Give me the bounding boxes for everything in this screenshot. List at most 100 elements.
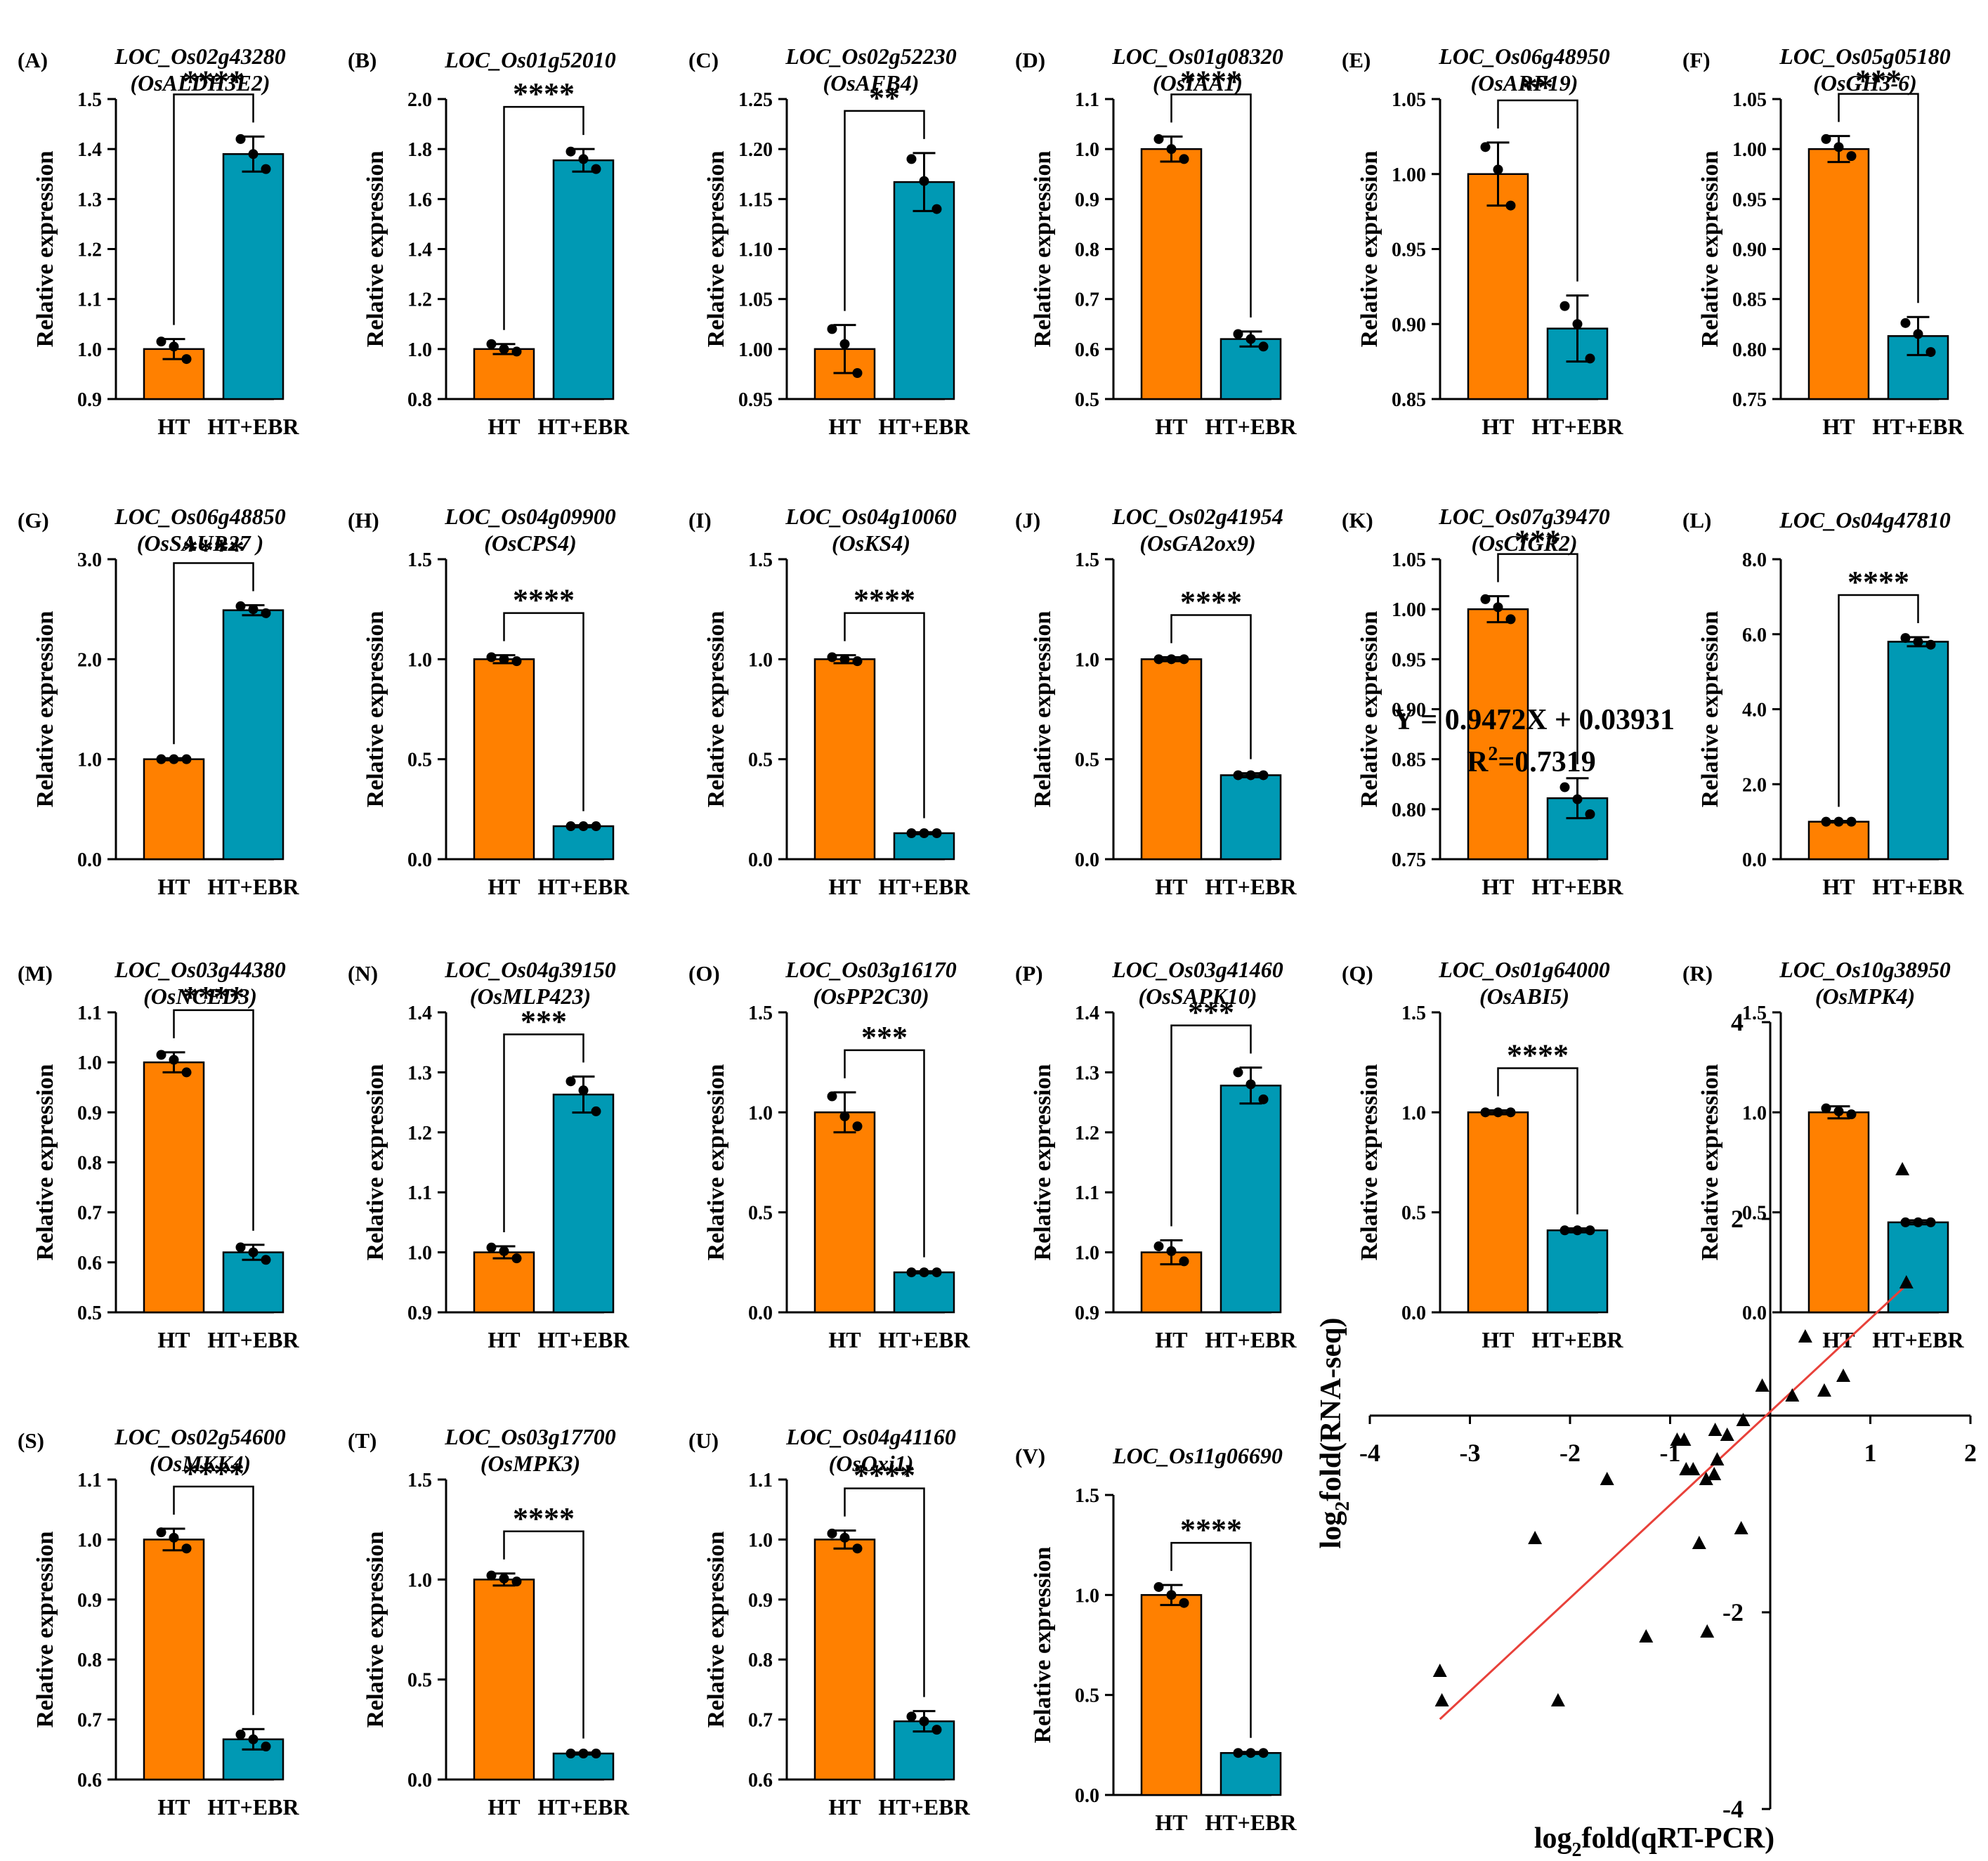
replicate-point <box>839 654 850 665</box>
r2-suffix: =0.7319 <box>1498 746 1595 778</box>
category-label: HT <box>157 1327 190 1352</box>
replicate-point <box>499 654 509 665</box>
category-label: HT <box>488 1794 520 1820</box>
replicate-point <box>511 1253 522 1264</box>
replicate-point <box>1166 1590 1177 1600</box>
category-label: HT <box>1155 1810 1187 1835</box>
bar-ht-ebr <box>552 159 615 400</box>
y-tick-label: 1.0 <box>1075 649 1099 671</box>
data-point-triangle <box>1550 1693 1565 1706</box>
panel-o: (O) LOC_Os03g16170(OsPP2C30) Relative expr… <box>688 957 971 1352</box>
data-point-triangle <box>1677 1432 1692 1446</box>
significance-bracket <box>173 562 254 745</box>
panel-p: (P) LOC_Os03g41460(OsSAPK10) Relative expr… <box>1015 957 1297 1352</box>
replicate-point <box>931 1267 942 1278</box>
gene-id: LOC_Os01g08320 <box>1111 44 1283 69</box>
bar-ht <box>813 658 876 861</box>
y-tick-label: 0.0 <box>407 1770 432 1791</box>
y-tick-label: 0.7 <box>77 1203 102 1225</box>
replicate-point <box>235 133 246 144</box>
replicate-point <box>1559 782 1570 792</box>
x-label-prefix: log <box>1534 1822 1572 1855</box>
significance-stars: ** <box>869 81 900 115</box>
replicate-point <box>181 1543 192 1554</box>
y-tick-label: 0.0 <box>1075 1785 1099 1807</box>
y-tick-label: 1.8 <box>407 139 432 161</box>
category-label: HT <box>1822 874 1855 899</box>
y-tick-label: 1.4 <box>1075 1003 1099 1024</box>
y-axis-label: Relative expression <box>703 150 729 347</box>
y-tick-label: 1.3 <box>407 1062 432 1084</box>
panel-i: (I) LOC_Os04g10060(OsKS4) Relative express… <box>688 504 971 899</box>
gene-id: LOC_Os01g64000 <box>1438 957 1610 982</box>
y-tick-label: 0.90 <box>1732 240 1767 261</box>
y-tick-label: 0.90 <box>1392 700 1426 721</box>
gene-id: LOC_Os04g09900 <box>444 504 616 529</box>
y-tick-label: 1.1 <box>77 289 102 311</box>
replicate-point <box>1233 329 1243 339</box>
significance-stars: **** <box>1180 1513 1242 1547</box>
y-tick-label: 1.0 <box>407 1569 432 1591</box>
panel-k: (K) LOC_Os07g39470(OsCIGR2) Relative expre… <box>1342 504 1624 899</box>
category-label: HT+EBR <box>878 1327 970 1352</box>
significance-stars: **** <box>854 583 915 618</box>
replicate-point <box>1245 1079 1256 1090</box>
y-tick-label: 0.9 <box>77 1590 102 1612</box>
panel-letter: (D) <box>1015 48 1045 72</box>
gene-id: LOC_Os02g43280 <box>114 44 286 69</box>
panel-letter: (C) <box>688 48 719 72</box>
replicate-point <box>499 1246 509 1256</box>
y-axis-label: Relative expression <box>1697 150 1723 347</box>
gene-id: LOC_Os04g47810 <box>1779 507 1951 533</box>
r-squared: R2=0.7319 <box>1467 743 1596 778</box>
y-tick-label: 1.00 <box>1392 599 1426 621</box>
bar-ht <box>1467 173 1529 400</box>
data-point-triangle <box>1734 1521 1748 1534</box>
y-tick-label: 0.5 <box>407 750 432 771</box>
panel-f: (F) LOC_Os05g05180(OsGH3-6) Relative expre… <box>1682 44 1965 439</box>
y-tick-label: 1.1 <box>748 1470 773 1491</box>
gene-id: LOC_Os10g38950 <box>1779 957 1951 982</box>
category-label: HT+EBR <box>878 414 970 439</box>
replicate-point <box>1833 1106 1844 1116</box>
y-tick-label: 1.0 <box>77 339 102 361</box>
gene-alias: (OsNCED3) <box>143 984 257 1009</box>
panel-h: (H) LOC_Os04g09900(OsCPS4) Relative expres… <box>348 504 630 899</box>
replicate-point <box>578 154 589 164</box>
y-tick-label: 0.0 <box>1401 1302 1426 1324</box>
replicate-point <box>261 1742 271 1752</box>
y-axis-label: Relative expression <box>32 610 58 807</box>
scatter-x-tick-label: 2 <box>1964 1439 1977 1467</box>
replicate-point <box>1233 1067 1243 1078</box>
replicate-point <box>1153 1241 1164 1252</box>
y-tick-label: 1.2 <box>77 240 102 261</box>
category-label: HT <box>157 1794 190 1820</box>
gene-alias: (OsCPS4) <box>484 530 577 556</box>
category-label: HT <box>828 414 861 439</box>
replicate-point <box>486 1570 497 1581</box>
replicate-point <box>1821 816 1831 827</box>
y-tick-label: 1.2 <box>407 289 432 311</box>
y-tick-label: 0.85 <box>1392 750 1426 771</box>
replicate-point <box>931 204 942 214</box>
significance-stars: **** <box>183 533 244 567</box>
replicate-point <box>248 1734 259 1744</box>
data-point-triangle <box>1798 1329 1812 1343</box>
replicate-point <box>1925 639 1936 650</box>
replicate-point <box>1900 633 1911 644</box>
panel-letter: (M) <box>18 961 53 986</box>
replicate-point <box>1559 1225 1570 1236</box>
y-axis-label: Relative expression <box>1030 610 1056 807</box>
replicate-point <box>906 1267 917 1278</box>
gene-alias: (OsPP2C30) <box>813 984 929 1009</box>
y-tick-label: 1.1 <box>77 1470 102 1491</box>
replicate-point <box>578 1748 589 1758</box>
y-axis-label: Relative expression <box>1030 150 1056 347</box>
y-tick-label: 0.90 <box>1392 314 1426 336</box>
y-tick-label: 1.1 <box>77 1003 102 1024</box>
replicate-point <box>919 828 929 838</box>
y-tick-label: 1.00 <box>1392 164 1426 186</box>
category-label: HT+EBR <box>1205 1810 1297 1835</box>
y-axis-label: Relative expression <box>32 150 58 347</box>
y-label-prefix: log <box>1315 1511 1347 1549</box>
